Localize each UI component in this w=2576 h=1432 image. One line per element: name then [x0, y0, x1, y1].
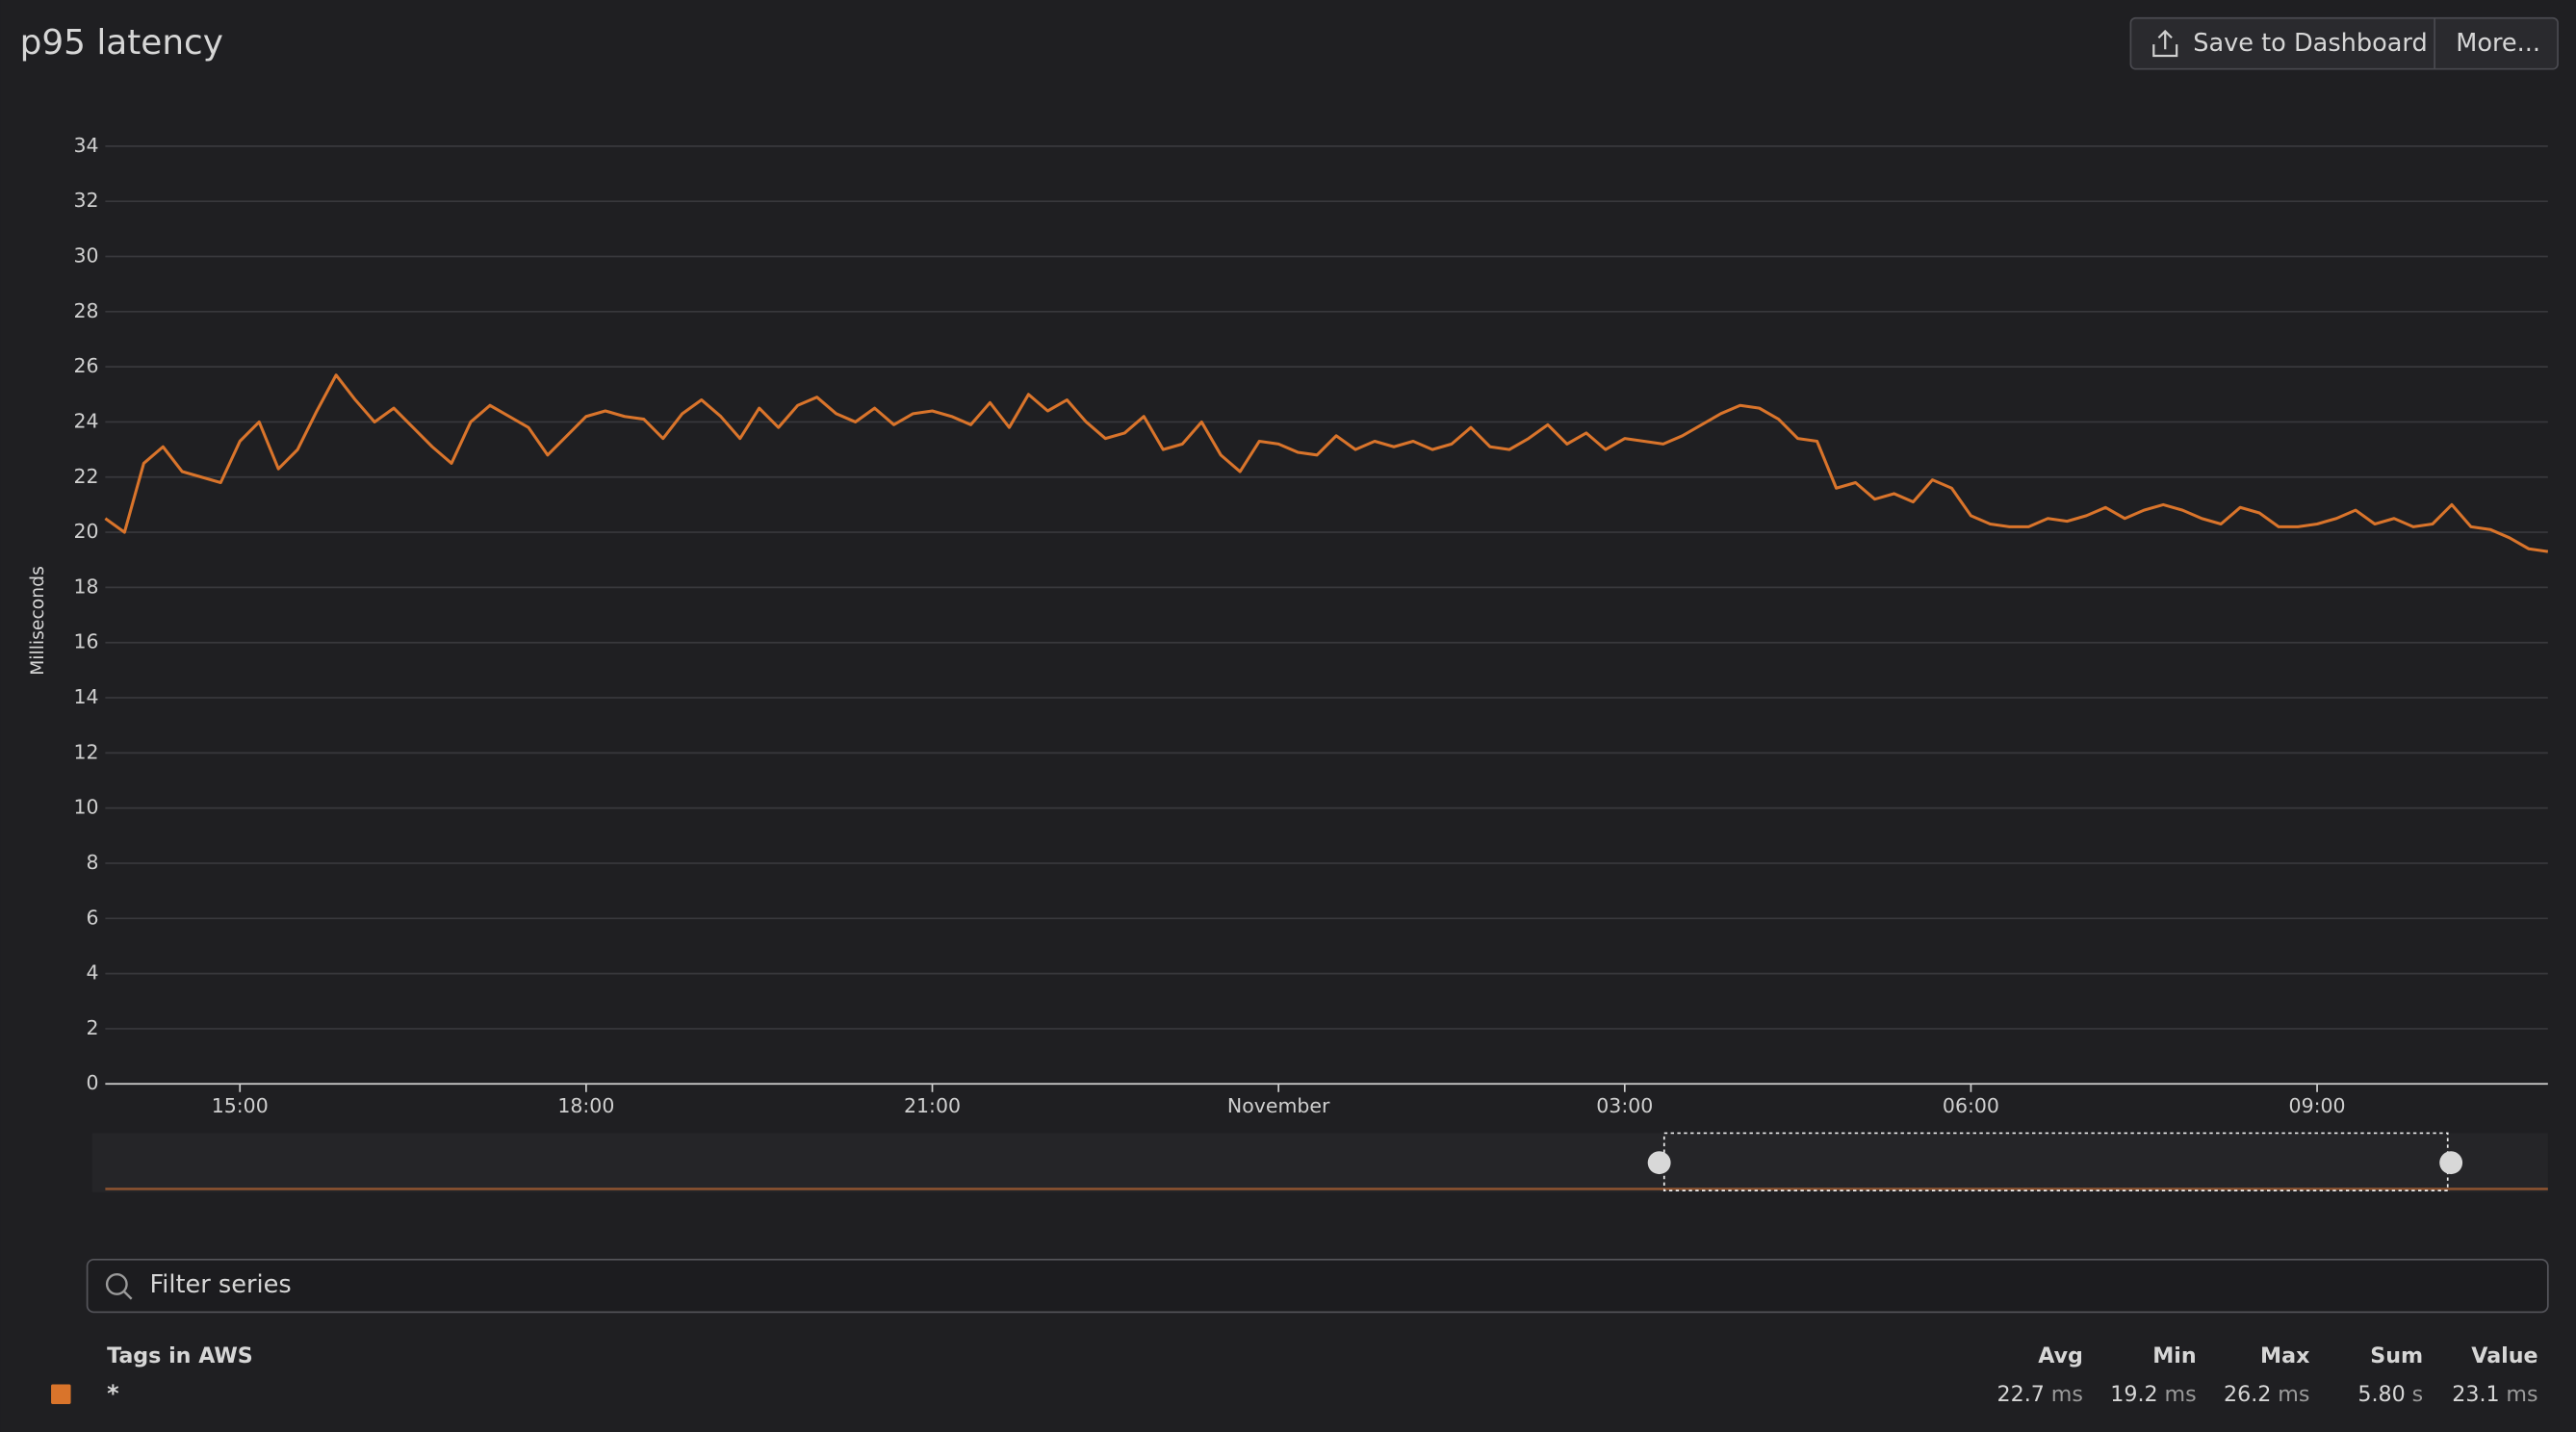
- legend-column-header: Max: [2260, 1343, 2309, 1368]
- y-tick-label: 4: [87, 961, 99, 984]
- series-line: [104, 373, 2549, 553]
- legend-stat: 22.7 ms: [1997, 1381, 2083, 1406]
- stat-value: 19.2: [2110, 1381, 2157, 1406]
- x-tick-label: 06:00: [1943, 1094, 1999, 1117]
- x-tick-label: 03:00: [1596, 1094, 1653, 1117]
- legend-stat: 26.2 ms: [2224, 1381, 2309, 1406]
- upload-icon: [2152, 29, 2178, 58]
- navigator-handle-left[interactable]: [1647, 1151, 1671, 1175]
- x-tick-label: November: [1227, 1094, 1330, 1117]
- legend-swatch: [51, 1384, 71, 1404]
- stat-value: 5.80: [2357, 1381, 2405, 1406]
- stat-value: 23.1: [2452, 1381, 2499, 1406]
- panel-title: p95 latency: [20, 23, 223, 63]
- y-tick-label: 32: [74, 189, 99, 212]
- search-icon-handle: [123, 1291, 133, 1300]
- y-tick-label: 28: [74, 299, 99, 322]
- legend-column-header: Min: [2152, 1343, 2196, 1368]
- y-tick-label: 6: [87, 906, 99, 929]
- y-tick-label: 2: [87, 1016, 99, 1039]
- legend-stat: 19.2 ms: [2110, 1381, 2196, 1406]
- legend-column-header: Value: [2471, 1343, 2537, 1368]
- search-icon: [105, 1272, 128, 1295]
- x-tick-label: 18:00: [557, 1094, 614, 1117]
- stat-unit: ms: [2164, 1381, 2196, 1406]
- filter-input[interactable]: [86, 1258, 2549, 1314]
- button-group: Save to Dashboard More...: [2129, 16, 2559, 70]
- x-tick-label: 15:00: [212, 1094, 269, 1117]
- save-button-label[interactable]: Save to Dashboard: [2193, 29, 2428, 58]
- navigator: [91, 1132, 2548, 1192]
- stat-unit: ms: [2506, 1381, 2537, 1406]
- x-tick-label: 09:00: [2289, 1094, 2346, 1117]
- stat-value: 22.7: [1997, 1381, 2045, 1406]
- y-tick-label: 34: [74, 134, 99, 157]
- stat-unit: s: [2412, 1381, 2424, 1406]
- stat-unit: ms: [2051, 1381, 2083, 1406]
- y-tick-label: 10: [74, 796, 99, 819]
- more-button-label[interactable]: More...: [2456, 29, 2540, 58]
- filter-box: Filter series: [86, 1258, 2549, 1314]
- legend-column-header: Sum: [2370, 1343, 2423, 1368]
- legend-stat: 5.80 s: [2357, 1381, 2423, 1406]
- y-tick-label: 8: [87, 851, 99, 874]
- filter-placeholder: Filter series: [149, 1270, 291, 1299]
- y-tick-label: 0: [87, 1071, 99, 1094]
- legend-column-header: Avg: [2038, 1343, 2083, 1368]
- stat-unit: ms: [2278, 1381, 2309, 1406]
- y-tick-label: 22: [74, 465, 99, 488]
- y-tick-label: 26: [74, 354, 99, 377]
- y-tick-label: 16: [74, 630, 99, 653]
- button-frame: [2129, 16, 2559, 70]
- y-tick-label: 18: [74, 575, 99, 598]
- legend-stat: 23.1 ms: [2452, 1381, 2537, 1406]
- y-axis-label: Milliseconds: [28, 566, 48, 676]
- legend-series-name[interactable]: *: [107, 1380, 119, 1407]
- navigator-track: [91, 1133, 2548, 1192]
- x-tick-label: 21:00: [904, 1094, 961, 1117]
- navigator-handle-right[interactable]: [2439, 1151, 2463, 1175]
- y-tick-label: 30: [74, 244, 99, 268]
- y-tick-label: 24: [74, 409, 99, 432]
- stat-value: 26.2: [2224, 1381, 2271, 1406]
- y-tick-label: 14: [74, 685, 99, 708]
- legend-group-label: Tags in AWS: [107, 1343, 253, 1368]
- y-tick-label: 20: [74, 520, 99, 543]
- y-tick-label: 12: [74, 740, 99, 763]
